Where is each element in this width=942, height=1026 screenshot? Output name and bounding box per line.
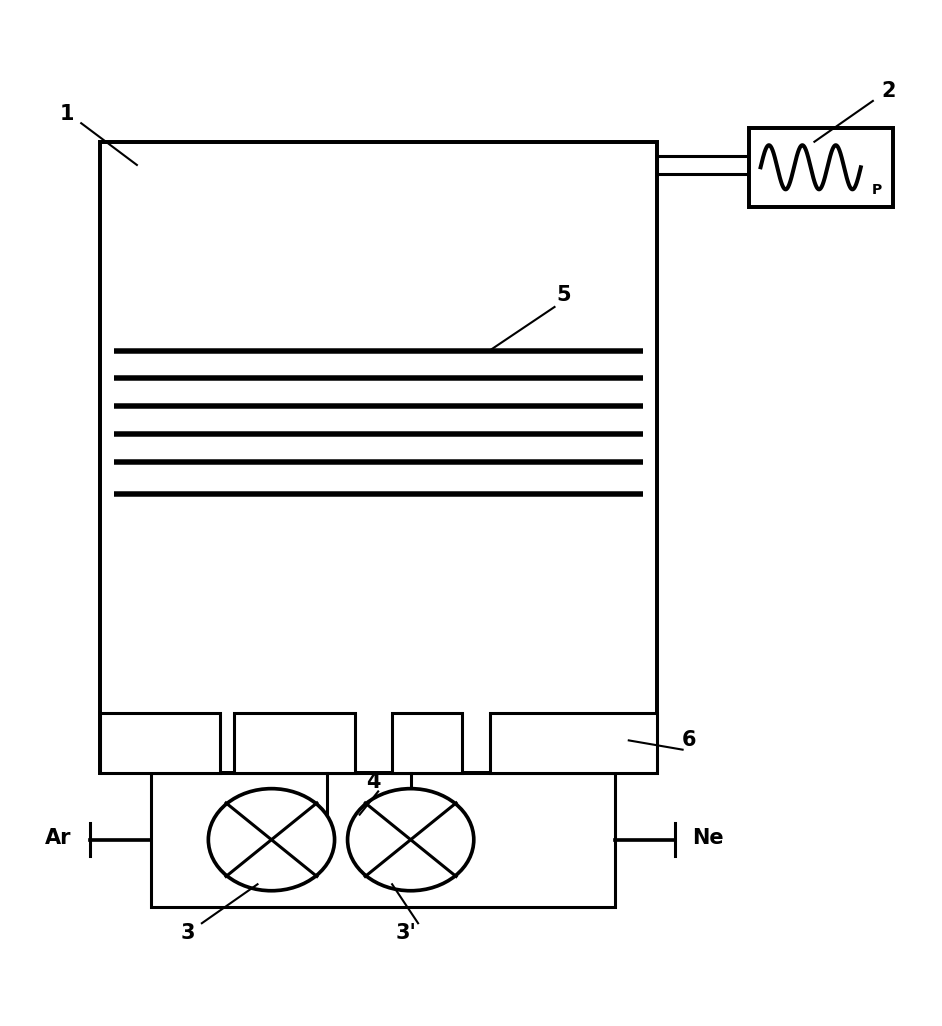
Bar (151, 773, 615, 907)
Bar (750, 128, 893, 206)
Text: 1: 1 (60, 104, 74, 124)
Text: P: P (871, 184, 882, 197)
Ellipse shape (348, 789, 474, 891)
Bar (100, 142, 657, 773)
Bar (235, 712, 355, 773)
Bar (490, 712, 657, 773)
Text: 3': 3' (396, 922, 416, 943)
Ellipse shape (208, 789, 334, 891)
Text: Ne: Ne (691, 828, 723, 847)
Bar (100, 712, 220, 773)
Text: Ar: Ar (44, 828, 72, 847)
Bar (392, 712, 462, 773)
Text: 5: 5 (557, 285, 571, 305)
Text: 4: 4 (366, 773, 381, 792)
Text: 3: 3 (181, 922, 195, 943)
Text: 2: 2 (882, 81, 896, 101)
Text: 6: 6 (682, 731, 696, 750)
